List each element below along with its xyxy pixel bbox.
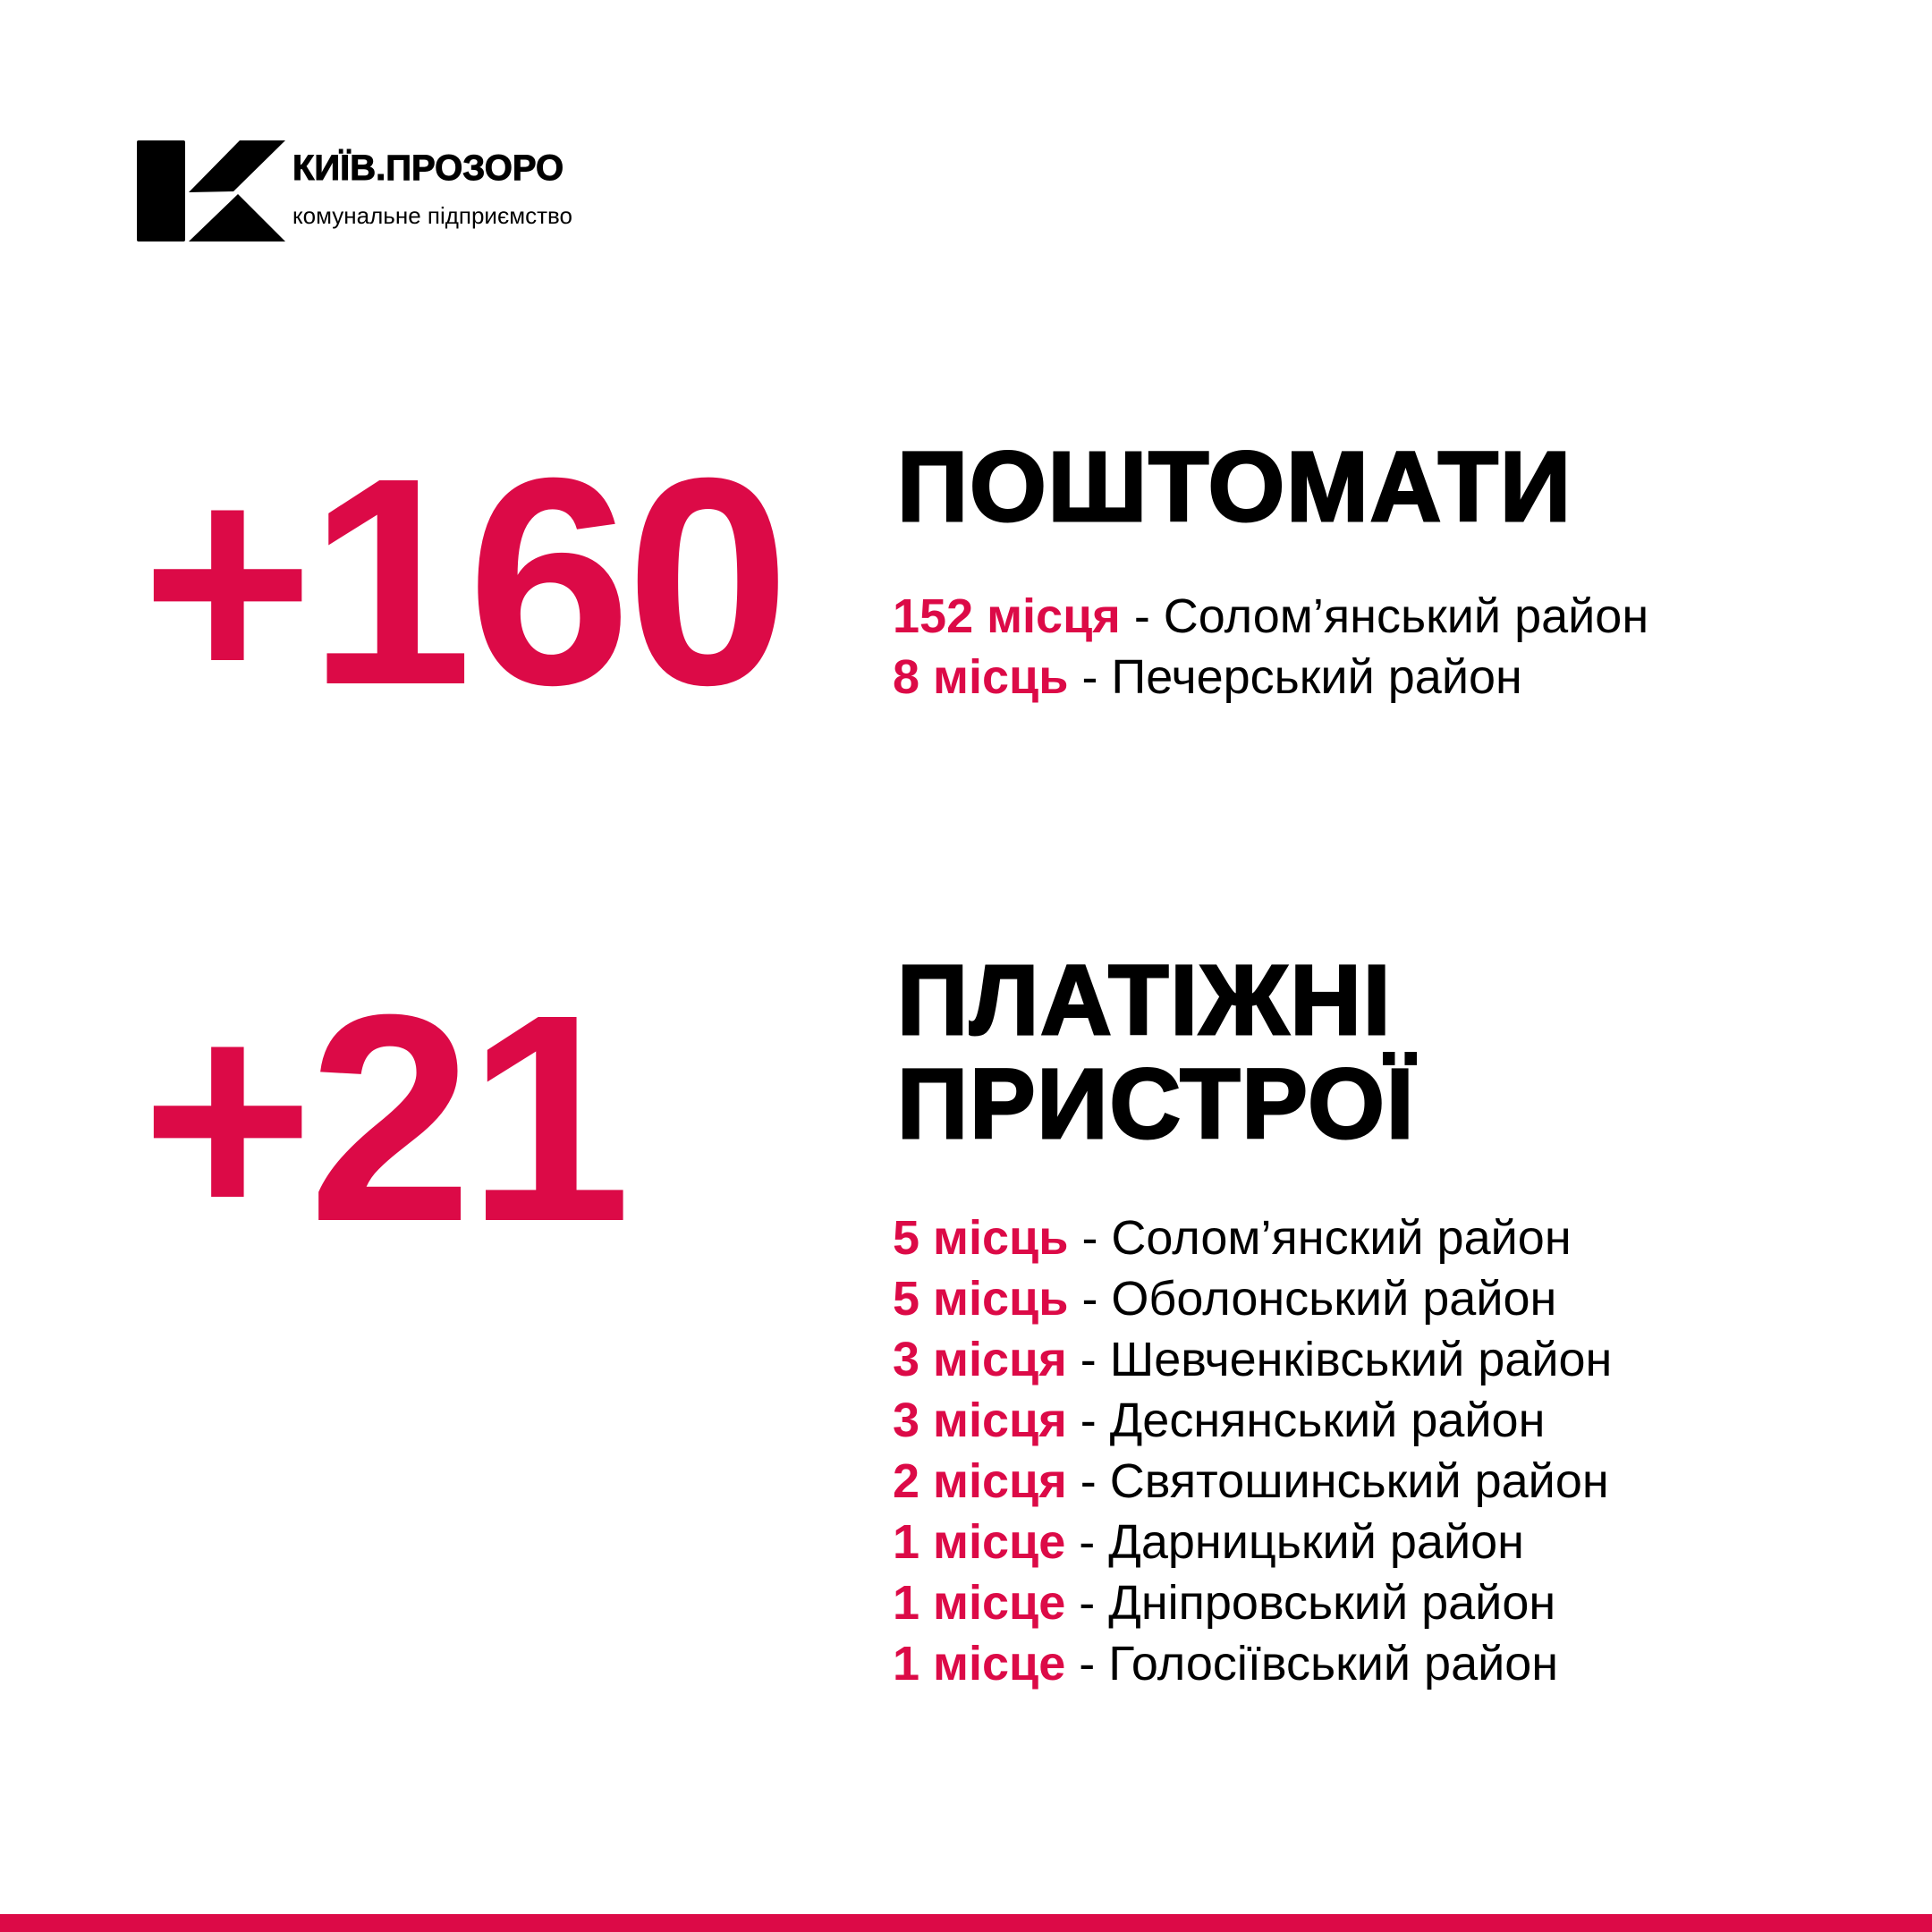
item-count: 1 місце bbox=[893, 1515, 1066, 1569]
payment-devices-list: 5 місць - Солом’янский район 5 місць - О… bbox=[893, 1208, 1612, 1694]
item-district: - Шевченківський район bbox=[1080, 1333, 1613, 1386]
item-count: 5 місць bbox=[893, 1211, 1069, 1265]
list-item: 1 місце - Дніпровський район bbox=[893, 1572, 1612, 1633]
item-district: - Печерський район bbox=[1081, 650, 1522, 704]
item-district: - Деснянський район bbox=[1080, 1394, 1546, 1447]
brand-name: КИЇВ.ПРОЗОРО bbox=[292, 148, 564, 189]
item-district: - Оболонський район bbox=[1081, 1272, 1557, 1326]
item-count: 3 місця bbox=[893, 1394, 1067, 1447]
list-item: 3 місця - Шевченківський район bbox=[893, 1329, 1612, 1390]
item-district: - Солом’янський район bbox=[1133, 589, 1649, 643]
item-count: 1 місце bbox=[893, 1637, 1066, 1690]
item-district: - Дніпровський район bbox=[1079, 1576, 1556, 1630]
payment-devices-total: +21 bbox=[141, 953, 631, 1283]
list-item: 2 місця - Святошинський район bbox=[893, 1451, 1612, 1512]
item-count: 5 місць bbox=[893, 1272, 1069, 1326]
item-count: 1 місце bbox=[893, 1576, 1066, 1630]
item-district: - Солом’янский район bbox=[1081, 1211, 1572, 1265]
list-item: 5 місць - Оболонський район bbox=[893, 1268, 1612, 1329]
bottom-accent-bar bbox=[0, 1914, 1932, 1932]
item-district: - Дарницький район bbox=[1079, 1515, 1524, 1569]
list-item: 8 місць - Печерський район bbox=[893, 647, 1648, 708]
item-district: - Голосіївський район bbox=[1079, 1637, 1559, 1690]
payment-devices-title-line1: ПЛАТІЖНІ bbox=[895, 945, 1393, 1055]
parcel-lockers-list: 152 місця - Солом’янський район 8 місць … bbox=[893, 586, 1648, 708]
list-item: 152 місця - Солом’янський район bbox=[893, 586, 1648, 647]
list-item: 5 місць - Солом’янский район bbox=[893, 1208, 1612, 1268]
parcel-lockers-title: ПОШТОМАТИ bbox=[895, 432, 1573, 542]
brand-subtitle: комунальне підприємство bbox=[292, 202, 572, 229]
list-item: 3 місця - Деснянський район bbox=[893, 1390, 1612, 1451]
kyiv-prozoro-logo-icon bbox=[137, 140, 285, 242]
item-count: 2 місця bbox=[893, 1454, 1067, 1508]
parcel-lockers-total: +160 bbox=[141, 416, 790, 746]
item-district: - Святошинський район bbox=[1080, 1454, 1609, 1508]
item-count: 8 місць bbox=[893, 650, 1069, 704]
item-count: 3 місця bbox=[893, 1333, 1067, 1386]
list-item: 1 місце - Голосіївський район bbox=[893, 1633, 1612, 1694]
item-count: 152 місця bbox=[893, 589, 1121, 643]
logo bbox=[137, 140, 285, 246]
payment-devices-title-line2: ПРИСТРОЇ bbox=[895, 1049, 1416, 1159]
list-item: 1 місце - Дарницький район bbox=[893, 1512, 1612, 1572]
